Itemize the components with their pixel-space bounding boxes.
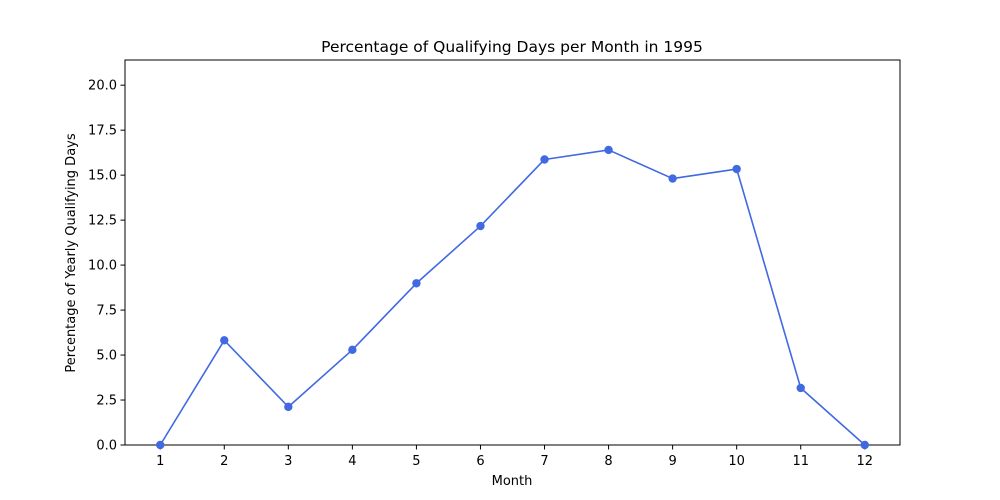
data-point (540, 155, 549, 164)
y-tick-label: 17.5 (88, 124, 117, 139)
x-tick-label: 8 (604, 454, 612, 469)
x-axis-label: Month (492, 474, 533, 489)
x-tick-label: 7 (540, 454, 548, 469)
data-point (860, 440, 869, 450)
data-point (156, 440, 165, 450)
chart-title: Percentage of Qualifying Days per Month … (321, 38, 703, 56)
data-point (476, 221, 485, 231)
y-tick-label: 10.0 (88, 259, 117, 274)
x-tick-label: 6 (476, 454, 484, 469)
data-point (284, 402, 293, 412)
x-tick-label: 5 (412, 454, 420, 469)
x-tick-label: 2 (220, 454, 228, 469)
data-point (732, 164, 741, 174)
x-tick-label: 10 (728, 454, 745, 469)
y-tick-label: 5.0 (96, 349, 117, 364)
axes-frame (124, 59, 901, 446)
x-tick-label: 9 (668, 454, 676, 469)
y-tick-label: 7.5 (96, 304, 117, 319)
plot-area: 1 2 3 4 5 6 7 8 9 10 11 120.02.55.07.510.012.515.01… (88, 59, 901, 469)
y-axis-label: Percentage of Yearly Qualifying Days (64, 133, 79, 372)
y-tick-label: 12.5 (88, 214, 117, 229)
data-point (348, 345, 357, 355)
y-tick-label: 0.0 (96, 439, 117, 454)
y-tick-label: 20.0 (88, 79, 117, 94)
x-tick-label: 1 (156, 454, 164, 469)
y-tick-label: 2.5 (96, 394, 117, 409)
data-point (796, 383, 805, 393)
data-point (604, 145, 613, 155)
y-tick-label: 15.0 (88, 169, 117, 184)
data-point (412, 279, 421, 288)
data-point (220, 336, 229, 345)
x-tick-label: 12 (856, 454, 873, 469)
x-tick-label: 4 (348, 454, 356, 469)
x-tick-label: 3 (284, 454, 292, 469)
x-tick-label: 11 (792, 454, 809, 469)
series-line (159, 149, 866, 446)
data-point (668, 174, 677, 183)
